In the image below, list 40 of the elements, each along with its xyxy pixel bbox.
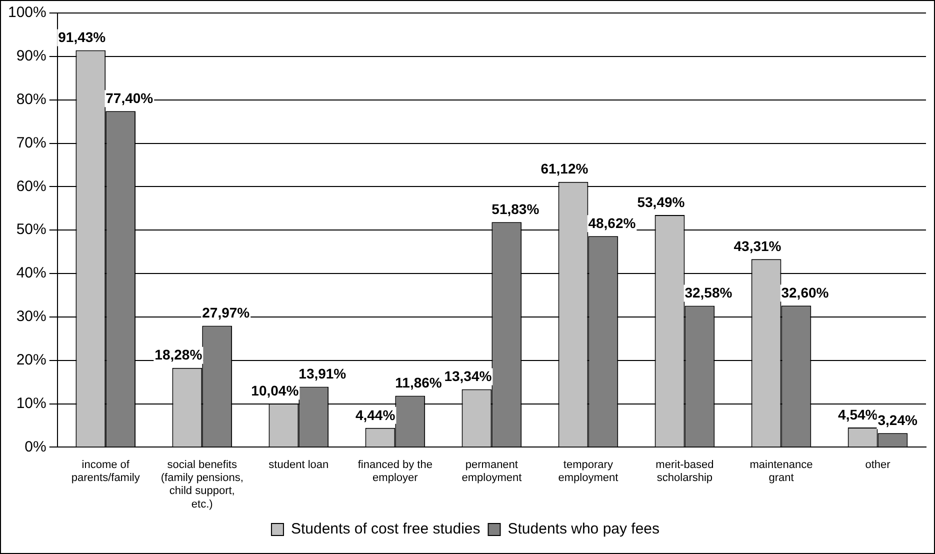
data-label: 51,83%: [492, 201, 540, 218]
data-label: 3,24%: [878, 412, 918, 428]
data-label: 18,28%: [154, 346, 203, 363]
data-label: 13,91%: [298, 366, 347, 382]
x-tick-label: temporary employment: [558, 458, 618, 484]
y-tick-label: 40%: [16, 264, 46, 282]
data-label: 32,58%: [684, 284, 733, 301]
y-tick-label: 30%: [16, 308, 46, 326]
y-tick-label: 10%: [16, 394, 46, 412]
x-tick-label: other: [865, 458, 891, 471]
x-tick-label: maintenance grant: [750, 458, 813, 484]
y-tick-label: 0%: [24, 438, 46, 456]
data-label: 77,40%: [106, 90, 154, 106]
x-tick-label: income of parents/family: [71, 458, 140, 484]
data-label: 48,62%: [588, 214, 636, 231]
data-label: 43,31%: [734, 238, 782, 254]
data-label: 91,43%: [58, 29, 106, 46]
x-tick-label: student loan: [268, 458, 329, 471]
y-tick-label: 60%: [16, 178, 46, 195]
data-label: 11,86%: [395, 374, 442, 391]
legend-label: Students of cost free studies: [290, 520, 480, 538]
y-tick-label: 100%: [8, 4, 46, 22]
y-tick-label: 70%: [16, 134, 46, 152]
data-label: 53,49%: [637, 194, 686, 210]
data-label: 32,60%: [781, 284, 830, 301]
data-label: 27,97%: [202, 304, 250, 321]
x-tick-label: social benefits (family pensions, child support, etc.): [160, 458, 244, 510]
data-label: 13,34%: [444, 368, 492, 384]
data-label: 4,54%: [838, 406, 878, 422]
y-tick-label: 50%: [16, 221, 46, 238]
data-label: 61,12%: [540, 160, 589, 177]
x-tick-label: financed by the employer: [358, 458, 432, 484]
data-label: 10,04%: [251, 382, 300, 398]
y-tick-label: 20%: [16, 352, 46, 368]
y-tick-label: 80%: [16, 90, 46, 108]
y-tick-label: 90%: [16, 48, 46, 65]
legend-label: Students who pay fees: [508, 520, 660, 538]
data-label: 4,44%: [355, 406, 396, 423]
x-tick-label: permanent employment: [462, 458, 522, 484]
x-tick-label: merit-based scholarship: [656, 458, 714, 484]
